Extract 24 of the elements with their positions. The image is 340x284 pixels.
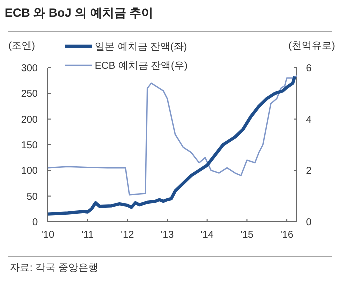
y2-axis-title: (천억유로) [288, 41, 336, 52]
y2-tick-label: 2 [306, 166, 312, 178]
y-tick-label: 50 [26, 192, 38, 203]
y-tick-label: 300 [21, 64, 38, 74]
y-axis-title: (조엔) [8, 41, 36, 52]
y-tick-label: 200 [21, 114, 38, 126]
x-tick-label: '13 [160, 230, 174, 241]
y-tick-label: 250 [21, 89, 38, 100]
y-tick-label: 0 [32, 218, 38, 228]
x-tick-label: '14 [200, 230, 214, 241]
x-tick-label: '12 [121, 230, 135, 241]
x-tick-label: '11 [82, 230, 94, 241]
x-tick-label: '15 [240, 230, 254, 241]
x-tick-label: '10 [41, 230, 55, 241]
x-tick-label: '16 [280, 230, 294, 241]
y-tick-label: 150 [21, 140, 38, 152]
text: 자료: 각국 중앙은행 [10, 263, 98, 274]
legend-label: ECB 예치금 잔액(우) [95, 61, 188, 72]
y2-tick-label: 4 [306, 114, 312, 126]
y2-tick-label: 6 [306, 64, 312, 74]
y2-tick-label: 0 [306, 218, 312, 228]
legend-label: 일본 예치금 잔액(좌) [95, 42, 188, 53]
y-tick-label: 100 [21, 166, 38, 178]
chart-title: ECB 와 BoJ 의 예치금 추이 [5, 6, 154, 20]
